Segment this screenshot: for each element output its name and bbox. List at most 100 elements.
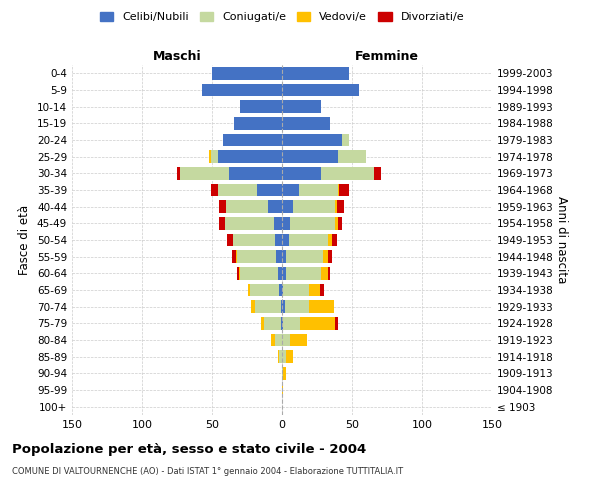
Bar — [300, 317, 335, 330]
Bar — [299, 184, 338, 196]
Text: Femmine: Femmine — [355, 50, 419, 62]
Bar — [282, 300, 285, 313]
Bar — [271, 334, 275, 346]
Text: Maschi: Maschi — [152, 50, 202, 62]
Bar — [282, 150, 338, 163]
Bar — [337, 200, 344, 213]
Bar — [282, 250, 286, 263]
Bar — [328, 234, 332, 246]
Bar — [328, 267, 329, 280]
Bar — [328, 250, 332, 263]
Bar — [282, 67, 349, 80]
Bar — [257, 184, 282, 196]
Bar — [218, 184, 257, 196]
Bar — [374, 167, 382, 179]
Bar — [282, 217, 290, 230]
Bar — [282, 367, 283, 380]
Bar — [338, 217, 342, 230]
Bar — [282, 184, 299, 196]
Text: COMUNE DI VALTOURNENCHE (AO) - Dati ISTAT 1° gennaio 2004 - Elaborazione TUTTITA: COMUNE DI VALTOURNENCHE (AO) - Dati ISTA… — [12, 468, 403, 476]
Bar — [281, 317, 282, 330]
Bar — [282, 384, 283, 396]
Bar — [264, 317, 281, 330]
Bar — [224, 217, 274, 230]
Bar — [340, 184, 349, 196]
Bar — [282, 167, 321, 179]
Bar — [338, 184, 340, 196]
Bar — [240, 267, 278, 280]
Bar — [289, 234, 328, 246]
Bar — [282, 350, 286, 363]
Bar — [268, 200, 282, 213]
Legend: Celibi/Nubili, Coniugati/e, Vedovi/e, Divorziati/e: Celibi/Nubili, Coniugati/e, Vedovi/e, Di… — [95, 8, 469, 27]
Bar — [335, 317, 338, 330]
Bar — [275, 234, 282, 246]
Bar — [211, 184, 218, 196]
Bar — [282, 317, 283, 330]
Bar — [282, 100, 321, 113]
Bar — [335, 217, 338, 230]
Bar — [282, 234, 289, 246]
Bar — [281, 300, 282, 313]
Bar — [236, 250, 237, 263]
Bar — [286, 267, 321, 280]
Y-axis label: Fasce di età: Fasce di età — [19, 205, 31, 275]
Bar — [235, 117, 282, 130]
Bar — [293, 200, 335, 213]
Bar — [275, 334, 282, 346]
Bar — [308, 284, 320, 296]
Bar — [283, 317, 300, 330]
Bar — [261, 317, 264, 330]
Bar — [237, 267, 239, 280]
Bar — [282, 134, 342, 146]
Bar — [237, 250, 277, 263]
Bar — [290, 334, 307, 346]
Bar — [338, 150, 366, 163]
Bar — [223, 134, 282, 146]
Bar — [282, 334, 290, 346]
Bar — [290, 217, 335, 230]
Y-axis label: Anni di nascita: Anni di nascita — [554, 196, 568, 284]
Bar — [308, 300, 334, 313]
Bar — [279, 284, 282, 296]
Bar — [332, 234, 337, 246]
Bar — [209, 150, 211, 163]
Bar — [335, 200, 337, 213]
Bar — [323, 250, 328, 263]
Bar — [212, 67, 282, 80]
Bar — [342, 134, 349, 146]
Bar — [320, 284, 324, 296]
Bar — [274, 217, 282, 230]
Bar — [321, 267, 328, 280]
Bar — [256, 300, 281, 313]
Bar — [278, 350, 279, 363]
Bar — [278, 267, 282, 280]
Bar — [283, 284, 308, 296]
Bar — [250, 284, 279, 296]
Bar — [283, 367, 286, 380]
Bar — [219, 200, 226, 213]
Bar — [286, 350, 293, 363]
Bar — [277, 250, 282, 263]
Bar — [219, 217, 224, 230]
Bar — [282, 117, 329, 130]
Bar — [286, 250, 323, 263]
Bar — [251, 300, 256, 313]
Bar — [227, 234, 233, 246]
Bar — [232, 250, 236, 263]
Bar — [240, 100, 282, 113]
Bar — [285, 300, 308, 313]
Bar — [202, 84, 282, 96]
Bar — [248, 284, 250, 296]
Bar — [282, 267, 286, 280]
Bar — [282, 284, 283, 296]
Bar — [282, 84, 359, 96]
Bar — [211, 150, 218, 163]
Bar — [180, 167, 229, 179]
Bar — [177, 167, 180, 179]
Bar — [229, 167, 282, 179]
Text: Popolazione per età, sesso e stato civile - 2004: Popolazione per età, sesso e stato civil… — [12, 442, 366, 456]
Bar — [226, 200, 268, 213]
Bar — [239, 267, 240, 280]
Bar — [282, 200, 293, 213]
